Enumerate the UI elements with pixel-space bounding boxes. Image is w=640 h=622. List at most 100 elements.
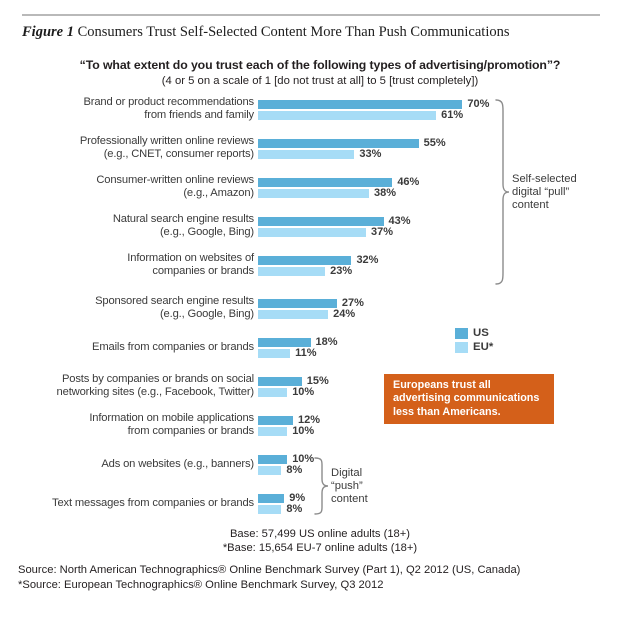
bar-eu-value: 33% — [359, 148, 382, 160]
push-bracket-label-line1: Digital — [331, 467, 363, 479]
bar-us-value: 70% — [467, 98, 490, 110]
bar-us-fill — [258, 217, 384, 226]
bar-row-label: Information on mobile applications from c… — [24, 412, 254, 437]
bar-us-value: 9% — [289, 492, 306, 504]
pull-bracket-label-line2: digital “pull” — [512, 185, 570, 198]
bar-us-fill — [258, 338, 311, 347]
bar-row-label-line: Emails from companies or brands — [92, 340, 254, 353]
bar-row-label-line: from companies or brands — [127, 425, 255, 437]
question-heading: “To what extent do you trust each of the… — [79, 58, 561, 72]
bar-row-label-line: companies or brands — [152, 265, 254, 277]
bar-row-label-line: (e.g., CNET, consumer reports) — [103, 148, 254, 160]
bar-us-value: 32% — [356, 254, 379, 266]
bar-us-fill — [258, 178, 393, 187]
bar-eu-value: 37% — [371, 226, 394, 238]
bar-row-label-line: networking sites (e.g., Facebook, Twitte… — [56, 386, 255, 398]
pull-bracket — [494, 99, 510, 285]
bar-row-label-line: Professionally written online reviews — [79, 135, 254, 148]
bar-row-label-line: Text messages from companies or brands — [52, 496, 254, 509]
source-notes: Source: North American Technographics® O… — [18, 563, 628, 592]
bar-eu-value: 24% — [333, 308, 356, 320]
bar-row-label-line: Posts by companies or brands on social — [61, 373, 254, 386]
bar-row-label-line: (e.g., Google, Bing) — [159, 226, 254, 238]
bar-eu-value: 23% — [330, 265, 353, 277]
bar-row-label-line: Ads on websites (e.g., banners) — [101, 457, 254, 470]
push-bracket-label-line3: content — [331, 492, 368, 505]
push-bracket — [313, 457, 329, 515]
bar-eu-fill — [258, 150, 355, 159]
bar-us-value: 46% — [397, 176, 420, 188]
pull-bracket-label-line3: content — [512, 198, 549, 211]
bar-us-fill — [258, 494, 285, 503]
bar-row-label-line: Information on mobile applications — [89, 412, 254, 425]
bar-eu-value: 61% — [441, 109, 464, 121]
bar-us-value: 10% — [292, 453, 315, 465]
bar-eu-fill — [258, 349, 291, 358]
bar-us-value: 43% — [388, 215, 411, 227]
bar-eu-fill — [258, 111, 437, 120]
bar-us-fill — [258, 100, 463, 109]
bar-row-label-line: from friends and family — [144, 109, 254, 121]
bar-us-fill — [258, 416, 294, 425]
bar-us-value: 18% — [315, 336, 338, 348]
bar-eu-fill — [258, 310, 329, 319]
legend-swatch-eu — [455, 341, 468, 353]
bar-eu-fill — [258, 267, 326, 276]
bar-row-label: Natural search engine results (e.g., Goog… — [24, 213, 254, 238]
bar-us-value: 12% — [298, 414, 321, 426]
legend-swatch-us — [455, 327, 468, 339]
bar-row-label: Emails from companies or brands — [24, 341, 254, 354]
bar-us-fill — [258, 256, 352, 265]
bar-row-label: Professionally written online reviews (e.… — [24, 135, 254, 160]
push-bracket-label-line2: “push” — [331, 479, 363, 492]
bar-row-label-line: Sponsored search engine results — [95, 295, 254, 308]
bar-row-label: Information on websites of companies or b… — [24, 252, 254, 277]
bar-row-label-line: Consumer-written online reviews — [96, 174, 254, 187]
bar-row-label-line: Information on websites of — [127, 252, 254, 265]
figure-number: Figure 1 — [22, 24, 74, 40]
bar-row-label-line: Natural search engine results — [112, 213, 254, 226]
bar-eu-value: 11% — [295, 347, 317, 359]
bar-row-label-line: Brand or product recommendations — [83, 96, 254, 109]
source-note-eu: *Source: European Technographics® Online… — [18, 578, 384, 591]
bar-eu-value: 8% — [286, 503, 303, 515]
bar-eu-fill — [258, 228, 367, 237]
legend-label-us: US — [473, 327, 489, 339]
source-note-us: Source: North American Technographics® O… — [18, 564, 521, 576]
bar-eu-fill — [258, 427, 288, 436]
legend-item-us: US — [455, 326, 493, 340]
bar-eu-fill — [258, 388, 288, 397]
legend-item-eu: EU* — [455, 340, 493, 354]
bar-row-label: Sponsored search engine results (e.g., Go… — [24, 295, 254, 320]
question-subheading: (4 or 5 on a scale of 1 [do not trust at… — [161, 75, 479, 87]
figure-title-text: Consumers Trust Self-Selected Content Mo… — [77, 24, 510, 40]
base-note-eu: *Base: 15,654 EU-7 online adults (18+) — [222, 542, 418, 554]
chart-legend: US EU* — [455, 326, 493, 354]
bar-eu-value: 8% — [286, 464, 303, 476]
bar-row-label: Posts by companies or brands on social ne… — [24, 373, 255, 398]
bar-row-label: Brand or product recommendations from fri… — [24, 96, 254, 121]
bar-eu-value: 10% — [292, 386, 315, 398]
bar-us-fill — [258, 299, 337, 308]
callout-box: Europeans trust all advertising communic… — [384, 374, 554, 424]
bar-us-value: 55% — [423, 137, 446, 149]
bar-us-value: 15% — [306, 375, 329, 387]
bar-eu-fill — [258, 189, 369, 198]
bar-us-fill — [258, 377, 302, 386]
push-bracket-label: Digital “push” content — [331, 467, 368, 505]
base-note-us: Base: 57,499 US online adults (18+) — [229, 528, 411, 540]
bar-row-label-line: (e.g., Google, Bing) — [159, 308, 254, 320]
pull-bracket-label-line1: Self-selected — [512, 173, 577, 185]
bar-eu-fill — [258, 505, 282, 514]
bar-us-fill — [258, 139, 419, 148]
bar-row-label-line: (e.g., Amazon) — [183, 187, 254, 199]
bar-row-label: Text messages from companies or brands — [24, 497, 254, 510]
header-rule — [22, 14, 600, 16]
bar-eu-value: 10% — [292, 425, 315, 437]
bar-us-value: 27% — [341, 297, 364, 309]
bar-us-fill — [258, 455, 288, 464]
bar-row-label: Consumer-written online reviews (e.g., Am… — [24, 174, 254, 199]
bar-eu-value: 38% — [373, 187, 396, 199]
